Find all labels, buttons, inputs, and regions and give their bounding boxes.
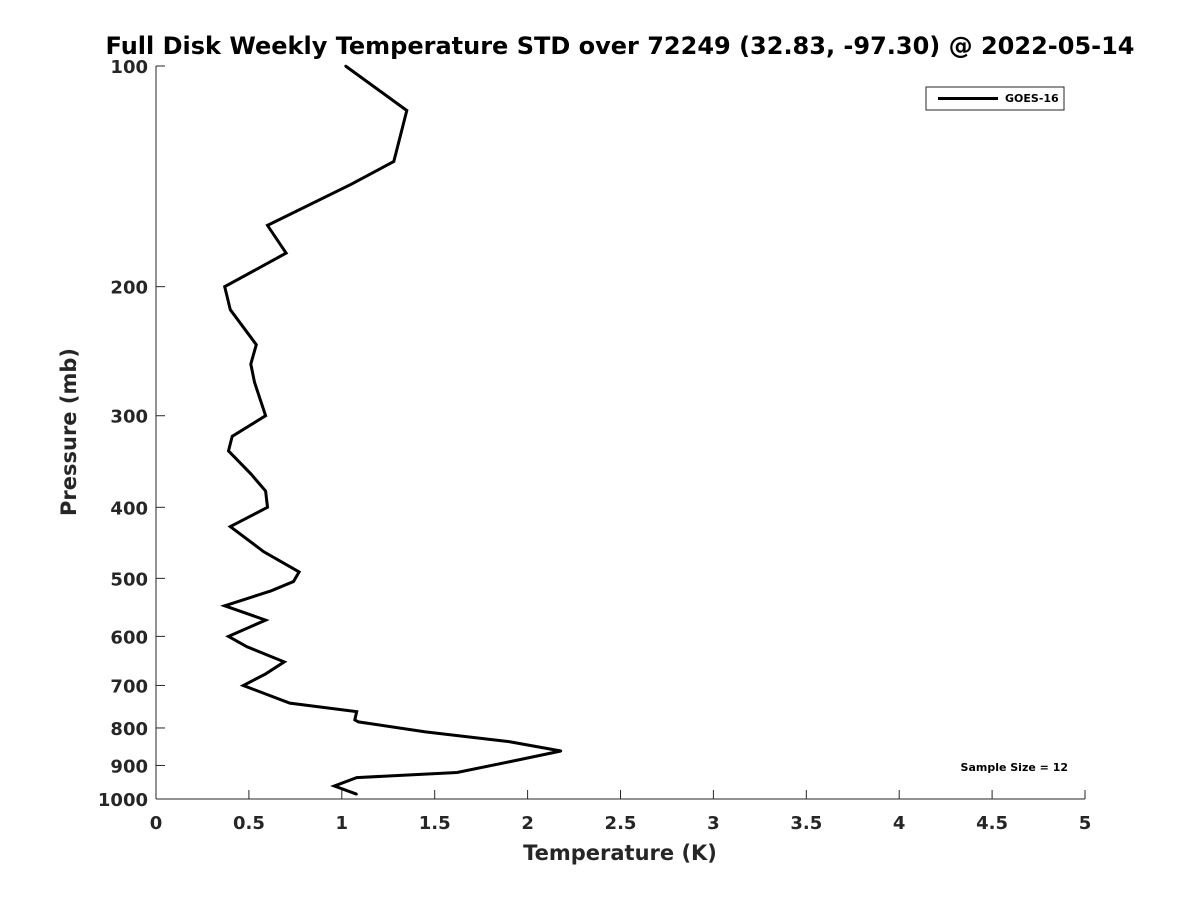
y-tick-label: 800 [110, 719, 148, 740]
y-tick-label: 700 [110, 676, 148, 697]
y-ticks: 100 200 300 400 500 600 700 800 900 1000 [98, 57, 165, 811]
data-point [353, 718, 357, 722]
y-tick-label: 1000 [98, 790, 148, 811]
data-point [292, 580, 295, 583]
y-tick-label: 900 [110, 756, 148, 777]
data-point [559, 749, 563, 753]
x-axis-label: Temperature (K) [523, 841, 717, 865]
data-point [223, 604, 226, 607]
y-tick-label: 300 [110, 407, 148, 428]
data-point [249, 472, 252, 475]
plot-series [219, 64, 563, 796]
data-point [405, 109, 409, 112]
x-tick-label: 0 [150, 813, 163, 834]
data-point [229, 308, 232, 311]
y-tick-label: 600 [110, 627, 148, 648]
data-point [333, 784, 336, 788]
x-tick-label: 0.5 [233, 813, 265, 834]
data-point [344, 64, 347, 68]
data-point [455, 771, 459, 774]
data-point [255, 343, 258, 346]
legend: GOES-16 [925, 86, 1065, 111]
x-tick-label: 1 [336, 813, 349, 834]
data-point [355, 776, 358, 779]
data-point [227, 449, 230, 453]
data-point [288, 701, 291, 705]
data-point [266, 224, 269, 227]
data-point [507, 760, 511, 764]
data-point [266, 506, 269, 509]
data-point [349, 183, 353, 186]
data-point [264, 489, 267, 493]
legend-label-goes-16: GOES-16 [1005, 92, 1059, 105]
data-point [264, 672, 267, 676]
data-point [249, 362, 252, 366]
data-point [253, 380, 256, 384]
y-tick-label: 200 [110, 278, 148, 299]
data-point [230, 435, 234, 438]
chart-title: Full Disk Weekly Temperature STD over 72… [106, 32, 1135, 60]
x-tick-label: 5 [1079, 813, 1092, 834]
data-point [264, 414, 267, 417]
x-tick-label: 3 [707, 813, 720, 834]
x-tick-label: 1.5 [419, 813, 451, 834]
y-tick-label: 100 [110, 57, 148, 78]
x-ticks: 0 0.5 1 1.5 2 2.5 3 3.5 4 4.5 5 [150, 790, 1092, 834]
y-tick-label: 400 [110, 498, 148, 519]
data-point [283, 660, 286, 664]
data-point [223, 285, 226, 288]
data-point [392, 160, 396, 163]
data-point [262, 550, 265, 554]
data-point [284, 251, 288, 255]
data-point [357, 720, 360, 724]
data-point [507, 740, 511, 743]
data-point [424, 730, 427, 734]
data-point [242, 684, 245, 687]
x-tick-label: 4.5 [976, 813, 1008, 834]
x-tick-label: 2 [521, 813, 534, 834]
data-point [264, 618, 267, 622]
x-tick-label: 3.5 [790, 813, 822, 834]
data-point [229, 525, 232, 528]
y-axis-label: Pressure (mb) [57, 348, 81, 516]
data-point [297, 570, 301, 574]
sample-size-annotation: Sample Size = 12 [961, 761, 1068, 774]
data-point [355, 792, 358, 796]
x-tick-label: 2.5 [605, 813, 637, 834]
x-tick-label: 4 [893, 813, 906, 834]
data-point [227, 635, 230, 638]
data-point [269, 589, 273, 593]
y-tick-label: 500 [110, 569, 148, 590]
data-point [355, 710, 358, 713]
data-point [245, 645, 249, 649]
